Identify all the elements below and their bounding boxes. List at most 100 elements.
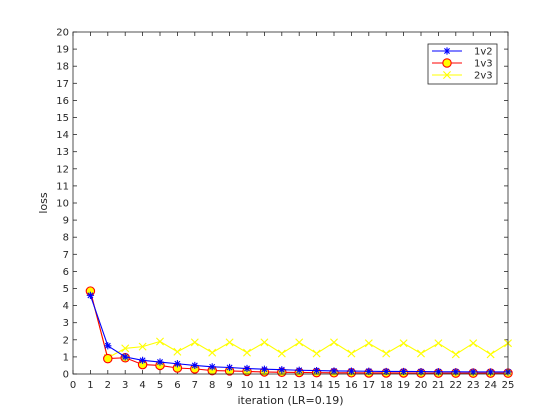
data-point-1v2 [243, 364, 251, 373]
x-tick-label: 25 [502, 380, 515, 391]
y-tick-label: 1 [63, 352, 69, 363]
data-point-2v3 [208, 348, 217, 357]
x-tick-label: 6 [174, 380, 180, 391]
x-axis-label: iteration (LR=0.19) [237, 394, 343, 407]
data-point-2v3 [434, 339, 443, 348]
x-tick-label: 15 [328, 380, 341, 391]
y-tick-label: 5 [63, 284, 69, 295]
data-point-1v2 [278, 366, 286, 374]
x-tick-label: 11 [258, 380, 271, 391]
data-point-2v3 [243, 348, 251, 357]
x-tick-label: 1 [87, 380, 93, 391]
x-tick-label: 7 [192, 380, 198, 391]
y-tick-label: 8 [63, 233, 69, 244]
data-point-2v3 [277, 349, 286, 358]
data-point-1v2 [121, 353, 129, 361]
x-tick-label: 4 [139, 380, 145, 391]
x-tick-label: 3 [122, 380, 128, 391]
legend-label-1v3: 1v3 [474, 59, 493, 70]
x-tick-label: 13 [293, 380, 306, 391]
x-tick-label: 24 [484, 380, 497, 391]
x-tick-label: 23 [467, 380, 480, 391]
y-tick-label: 18 [56, 62, 69, 73]
x-tick-label: 8 [209, 380, 215, 391]
data-point-1v2 [208, 363, 216, 371]
ticks-layer: 0 1 2 3 4 5 6 7 8 9 10 11 12 13 14 15 16 17 18 19 20 21 22 23 24… [56, 28, 514, 392]
y-tick-label: 11 [56, 181, 69, 192]
data-point-1v2 [156, 358, 164, 366]
data-point-2v3 [486, 350, 495, 359]
y-tick-label: 12 [56, 164, 69, 175]
y-tick-label: 4 [63, 301, 69, 312]
x-tick-label: 18 [380, 380, 393, 391]
data-point-2v3 [364, 339, 373, 348]
x-tick-label: 17 [362, 380, 375, 391]
data-point-2v3 [451, 350, 460, 359]
data-point-2v3 [330, 338, 338, 347]
y-tick-label: 7 [63, 250, 69, 261]
x-tick-label: 5 [157, 380, 163, 391]
series-1v2 [86, 291, 512, 376]
data-point-2v3 [173, 347, 182, 356]
legend-label-1v2: 1v2 [474, 47, 493, 58]
y-tick-label: 0 [63, 370, 69, 381]
x-tick-label: 9 [226, 380, 232, 391]
data-point-2v3 [382, 349, 391, 358]
data-point-1v2 [86, 291, 94, 299]
data-point-1v2 [417, 368, 425, 376]
series-layer [85, 286, 513, 378]
data-point-2v3 [312, 349, 321, 358]
data-point-1v2 [330, 367, 338, 375]
y-tick-label: 17 [56, 79, 69, 90]
data-point-1v2 [469, 368, 477, 376]
y-tick-label: 10 [56, 199, 69, 210]
x-tick-label: 10 [241, 380, 254, 391]
legend-label-2v3: 2v3 [474, 71, 493, 82]
data-point-2v3 [417, 349, 425, 358]
data-point-1v2 [452, 368, 460, 376]
y-axis-label: loss [37, 192, 50, 214]
data-point-2v3 [260, 338, 269, 347]
y-tick-label: 14 [56, 130, 69, 141]
data-point-1v3 [103, 353, 113, 364]
legend-marker-2v3 [443, 71, 451, 79]
x-tick-label: 19 [397, 380, 410, 391]
data-point-1v2 [139, 356, 147, 364]
data-point-2v3 [295, 338, 304, 347]
data-point-1v2 [400, 367, 408, 376]
y-tick-label: 13 [56, 147, 69, 158]
data-point-1v2 [173, 360, 181, 368]
data-point-1v2 [434, 368, 442, 376]
legend-marker-1v3 [442, 58, 452, 68]
y-tick-label: 20 [56, 28, 69, 39]
x-tick-label: 21 [432, 380, 445, 391]
x-tick-label: 0 [70, 380, 76, 391]
data-point-2v3 [138, 342, 147, 351]
data-point-2v3 [399, 339, 408, 348]
y-tick-label: 6 [63, 267, 69, 278]
y-tick-label: 16 [56, 96, 69, 107]
x-tick-label: 2 [105, 380, 111, 391]
data-point-2v3 [190, 338, 199, 347]
legend-marker-1v2 [443, 47, 451, 55]
data-point-2v3 [156, 337, 164, 346]
x-tick-label: 14 [310, 380, 323, 391]
data-point-1v2 [295, 366, 303, 374]
data-point-1v2 [487, 368, 495, 376]
y-tick-label: 9 [63, 216, 69, 227]
plot-frame [72, 31, 509, 375]
data-point-1v2 [347, 367, 355, 375]
data-point-2v3 [225, 338, 234, 347]
y-tick-label: 2 [63, 335, 69, 346]
data-point-1v2 [260, 365, 268, 373]
data-point-2v3 [347, 349, 356, 358]
y-tick-label: 19 [56, 45, 69, 56]
y-tick-label: 15 [56, 113, 69, 124]
x-tick-label: 20 [415, 380, 428, 391]
y-tick-label: 3 [63, 318, 69, 329]
x-tick-label: 16 [345, 380, 358, 391]
data-point-1v2 [226, 363, 234, 372]
data-point-1v2 [382, 367, 390, 376]
